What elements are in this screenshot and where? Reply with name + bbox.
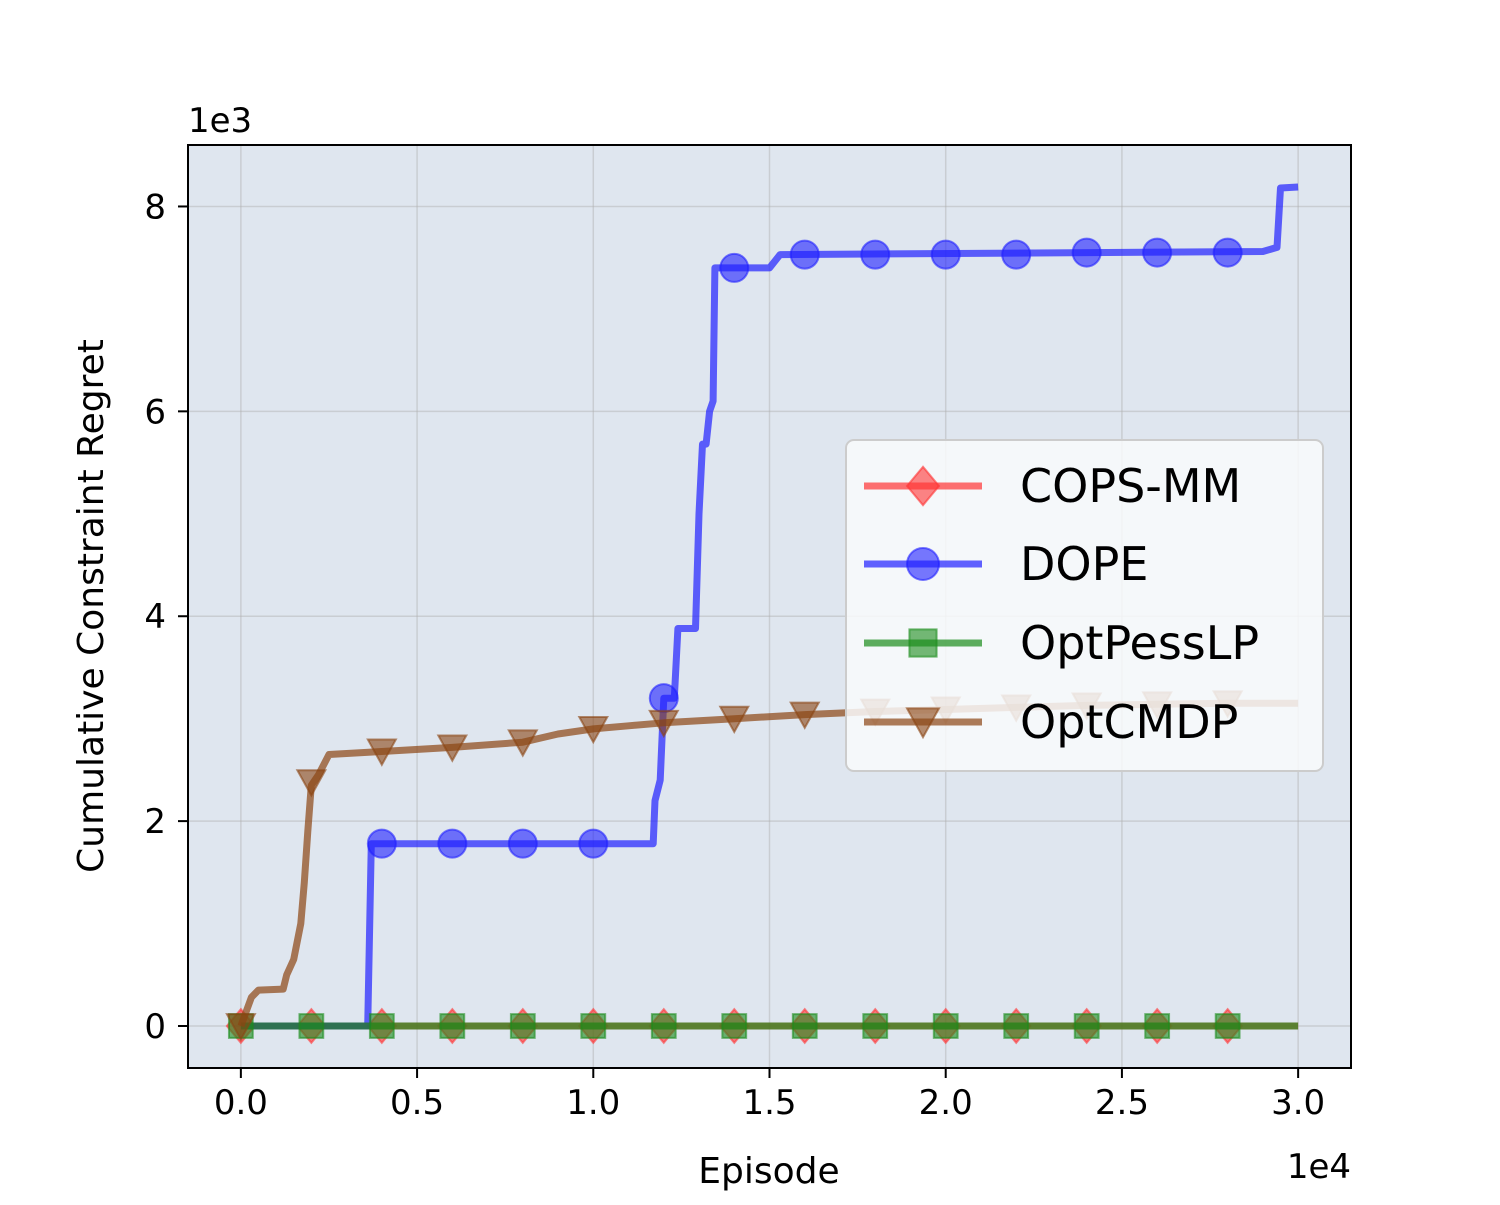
data-point-optpesslp [439,1013,466,1039]
x-tick-label: 0.0 [214,1083,268,1123]
y-tick-label: 0 [144,1007,166,1047]
data-point-optcmdp [648,709,680,739]
legend-label-cops-mm: COPS-MM [1020,459,1241,513]
data-point-optcmdp [366,738,398,767]
data-point-optpesslp [509,1013,536,1039]
data-point-dope [1212,237,1243,268]
data-point-optcmdp [295,769,328,798]
x-offset-label: 1e4 [1287,1147,1351,1187]
legend-label-optpesslp: OptPessLP [1020,616,1259,670]
data-point-dope [366,828,397,859]
data-point-optpesslp [932,1013,959,1039]
data-point-dope [860,239,891,270]
data-point-optpesslp [1073,1013,1100,1039]
y-tick-label: 6 [144,392,166,432]
data-point-optpesslp [1214,1013,1241,1039]
data-point-dope [1071,237,1102,268]
data-point-optpesslp [721,1013,748,1039]
x-tick-label: 1.5 [742,1083,796,1123]
data-point-dope [648,683,679,714]
data-point-dope [507,828,538,859]
y-offset-label: 1e3 [188,101,252,141]
data-point-dope [1142,237,1173,268]
data-point-optpesslp [791,1013,818,1039]
data-point-optpesslp [298,1013,325,1039]
y-tick-label: 8 [144,187,166,227]
x-axis: 0.0 0.5 1.0 1.5 2.0 2.5 3.0 [214,1068,1325,1123]
y-axis: 0 2 4 6 8 [144,187,188,1047]
data-point-optpesslp [368,1013,395,1039]
x-tick-label: 1.0 [566,1083,620,1123]
legend-marker-cops-mm [905,465,941,507]
series-optpesslp [227,1013,1299,1039]
data-point-optpesslp [580,1013,607,1039]
legend-box [845,439,1324,772]
legend-label-optcmdp: OptCMDP [1020,695,1238,749]
data-point-optcmdp [789,701,821,730]
data-point-dope [719,252,750,283]
data-point-optcmdp [507,729,539,758]
x-tick-label: 2.0 [919,1083,973,1123]
legend-label-dope: DOPE [1020,537,1148,591]
x-tick-label: 3.0 [1271,1083,1325,1123]
data-point-optpesslp [862,1013,889,1039]
x-tick-label: 0.5 [390,1083,444,1123]
series-layer [225,183,1299,1045]
y-tick-label: 4 [144,597,166,637]
data-point-optcmdp [436,734,469,763]
series-dope [240,183,1299,1030]
data-point-dope [578,828,609,859]
data-point-optcmdp [577,716,609,745]
data-point-optpesslp [1003,1013,1030,1039]
y-axis-label: Cumulative Constraint Regret [71,339,112,873]
data-point-dope [930,239,961,270]
legend-marker-optpesslp [908,628,938,658]
x-axis-label: Episode [698,1151,839,1192]
data-point-optpesslp [650,1013,677,1039]
data-point-dope [1001,239,1032,270]
data-point-optcmdp [225,1013,257,1042]
y-tick-label: 2 [144,802,166,842]
legend: COPS-MM DOPE OptPessLP OptCMDP [845,439,1324,772]
x-tick-label: 2.5 [1095,1083,1149,1123]
legend-marker-dope [906,547,940,581]
data-point-optcmdp [718,705,750,735]
data-point-dope [789,239,820,270]
data-point-dope [437,828,468,859]
legend-marker-optcmdp [905,707,941,740]
data-point-optpesslp [1144,1013,1171,1039]
